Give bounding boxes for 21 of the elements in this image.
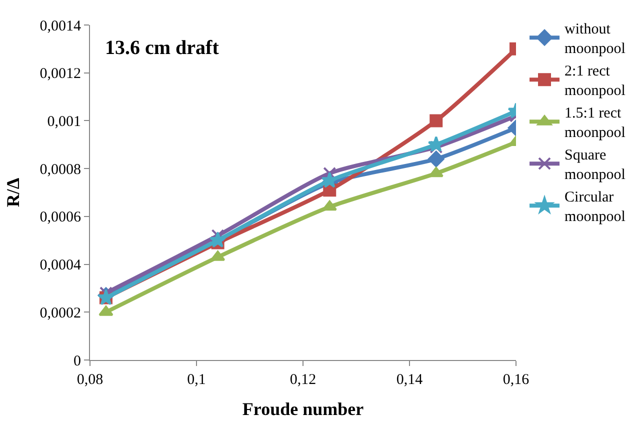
- x-axis-title: Froude number: [242, 399, 364, 420]
- y-tick-label: 0,0014: [40, 18, 82, 34]
- legend-label: 1.5:1 rect moonpool: [564, 106, 626, 142]
- y-tick-label: 0: [74, 353, 81, 370]
- x-tick-label: 0,12: [290, 372, 316, 388]
- y-tick-label: 0,0012: [40, 66, 81, 82]
- legend-label: 2:1 rect moonpool: [564, 64, 626, 100]
- annotation: 13.6 cm draft: [105, 37, 220, 59]
- y-axis-title: R/Δ: [2, 178, 23, 208]
- y-tick-label: 0,0004: [40, 258, 82, 274]
- y-tick-label: 0,0006: [40, 210, 82, 226]
- x-tick-label: 0,08: [76, 372, 104, 388]
- legend-label: Square moonpool: [564, 148, 626, 184]
- legend-label: Circular moonpool: [564, 190, 626, 226]
- x-tick-label: 0,14: [396, 372, 424, 388]
- y-tick-label: 0,001: [47, 114, 81, 130]
- y-tick-label: 0,0002: [40, 305, 81, 322]
- x-tick-label: 0,1: [187, 372, 206, 388]
- y-tick-label: 0,0008: [40, 162, 81, 178]
- x-tick-label: 0,16: [502, 372, 530, 388]
- legend-label: without moonpool: [564, 22, 626, 58]
